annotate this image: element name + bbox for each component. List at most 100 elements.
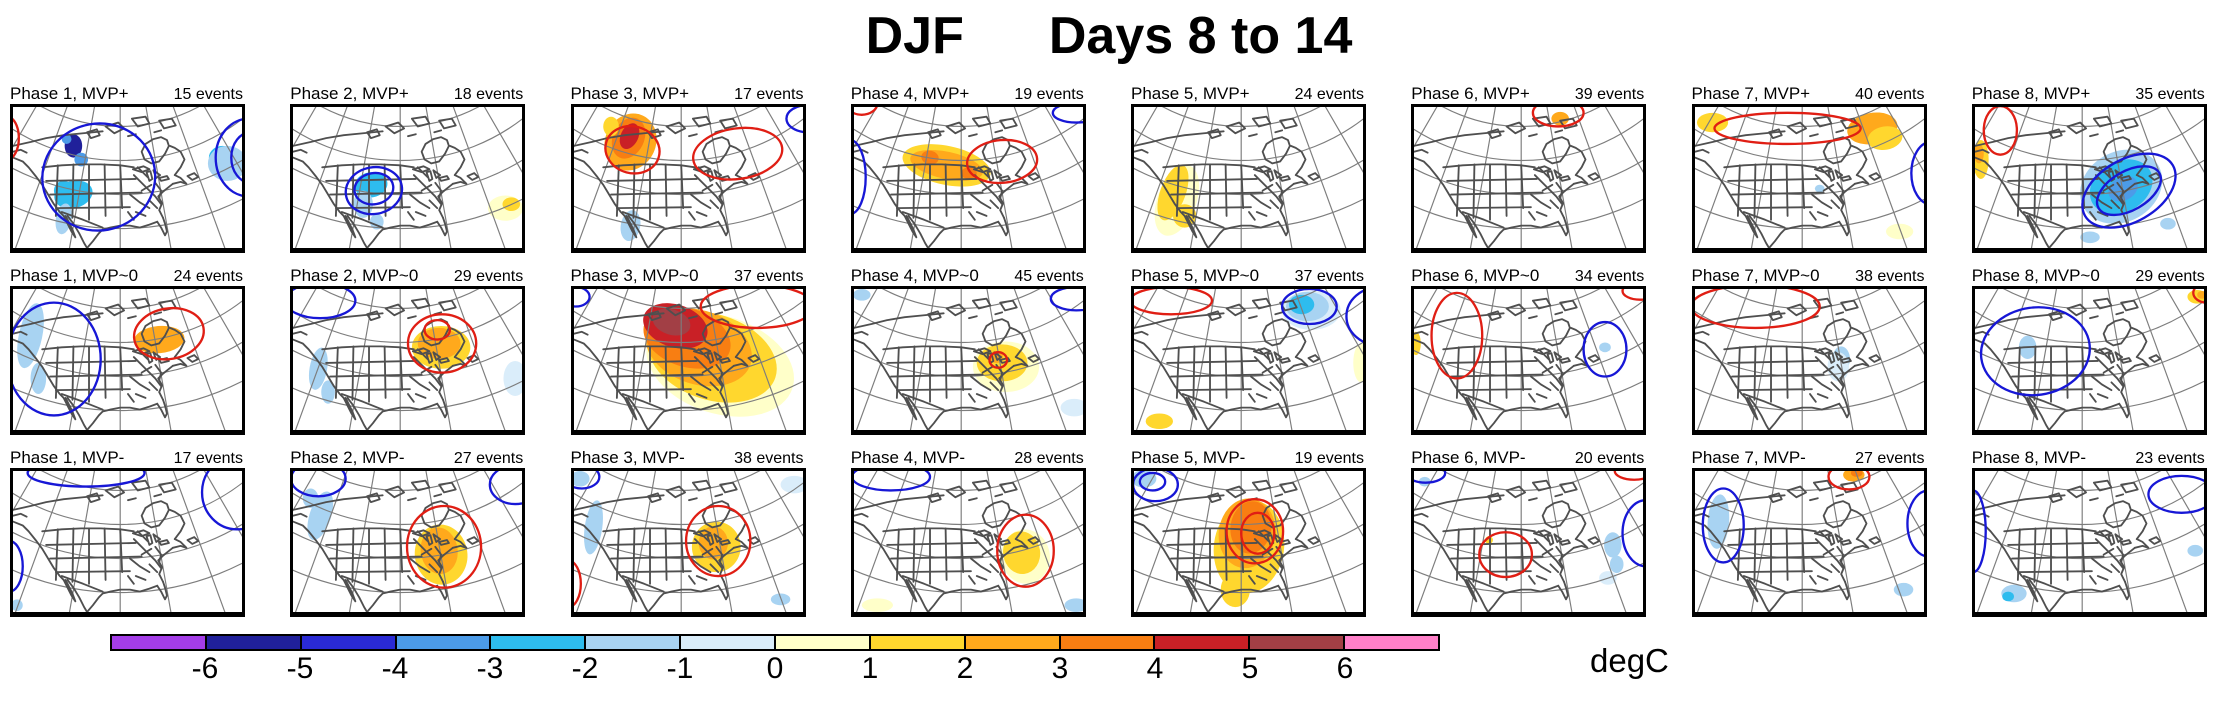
colorbar-tick-label: -5	[286, 652, 314, 685]
panel-title: Phase 8, MVP+	[1971, 84, 2091, 103]
map-frame	[1971, 286, 2207, 435]
positive-contour	[132, 306, 205, 361]
map-canvas	[573, 471, 803, 612]
anomaly-fill-lblue	[573, 471, 590, 487]
north-america-basemap	[13, 107, 242, 248]
map-frame	[850, 468, 1086, 617]
colorbar-ticks: -6 -5 -4 -3 -2 -1 0 1 2 3 4 5 6	[110, 651, 1440, 687]
colorbar-segment	[1345, 636, 1439, 649]
map-panel: Phase 5, MVP~0 37 events	[1131, 266, 1366, 435]
anomaly-fill-yellow	[1157, 164, 1189, 221]
map-panel: Phase 1, MVP+ 15 events	[10, 84, 245, 253]
negative-contour	[1138, 471, 1167, 492]
anomaly-fill-cyan	[2002, 591, 2014, 602]
panel-event-count: 17 events	[173, 450, 243, 467]
colorbar-tick-label: 1	[861, 652, 879, 685]
map-panel: Phase 5, MVP+ 24 events	[1131, 84, 1366, 253]
positive-contour	[684, 504, 752, 578]
positive-contour	[1826, 471, 1871, 491]
positive-contour	[603, 125, 661, 175]
panel-event-count: 38 events	[1855, 268, 1925, 285]
positive-contour	[691, 126, 783, 181]
negative-contour	[1621, 499, 1644, 568]
panel-event-count: 18 events	[453, 86, 524, 103]
map-canvas	[1974, 107, 2204, 248]
north-america-basemap	[1694, 471, 1924, 612]
anomaly-fill-pblue	[780, 475, 803, 494]
map-panel: Phase 8, MVP+ 35 events	[1971, 84, 2207, 253]
anomaly-fill-yellow	[1414, 331, 1422, 356]
negative-contour	[2095, 165, 2162, 217]
positive-contour	[699, 289, 803, 330]
colorbar-segment	[681, 636, 777, 649]
panel-title: Phase 2, MVP+	[290, 84, 409, 103]
panel-event-count: 19 events	[1294, 450, 1364, 467]
positive-contour	[1430, 291, 1484, 380]
colorbar-tick-label: 5	[1241, 652, 1259, 685]
map-canvas	[1694, 107, 1924, 248]
positive-contour	[988, 351, 1008, 369]
negative-contour	[1280, 289, 1338, 326]
map-panel: Phase 5, MVP- 19 events	[1131, 448, 1366, 617]
panel-label-row: Phase 8, MVP- 23 events	[1972, 448, 2207, 468]
map-panel: Phase 2, MVP~0 29 events	[290, 266, 526, 435]
colorbar-tick-label: -1	[666, 652, 694, 685]
map-panel: Phase 2, MVP+ 18 events	[290, 84, 526, 253]
map-panel: Phase 3, MVP~0 37 events	[570, 266, 806, 435]
panel-title: Phase 8, MVP~0	[1971, 266, 2100, 285]
map-frame	[1411, 104, 1647, 253]
anomaly-fill-lblue	[1893, 582, 1913, 597]
title-season: DJF	[865, 7, 964, 65]
panel-event-count: 35 events	[2135, 86, 2205, 103]
anomaly-fill-lblue	[17, 303, 44, 369]
map-frame	[570, 468, 806, 617]
panel-title: Phase 7, MVP-	[1691, 448, 1806, 467]
panel-title: Phase 7, MVP~0	[1691, 266, 1820, 285]
panel-title: Phase 4, MVP~0	[850, 266, 979, 285]
anomaly-fill-lblue	[30, 362, 47, 395]
map-canvas	[1974, 289, 2204, 430]
negative-contour	[353, 171, 395, 206]
negative-contour	[230, 133, 242, 182]
map-panel: Phase 1, MVP- 17 events	[10, 448, 245, 617]
panel-title: Phase 1, MVP~0	[10, 266, 139, 285]
panel-label-row: Phase 2, MVP- 27 events	[290, 448, 525, 468]
panel-title: Phase 7, MVP+	[1691, 84, 1811, 103]
panel-title: Phase 5, MVP~0	[1131, 266, 1260, 285]
panel-title: Phase 3, MVP-	[570, 448, 685, 467]
positive-contour	[573, 561, 582, 607]
map-panel: Phase 8, MVP~0 29 events	[1971, 266, 2207, 435]
negative-contour	[214, 118, 242, 197]
positive-contour	[1134, 289, 1214, 316]
panel-event-count: 24 events	[1294, 86, 1364, 103]
negative-contour	[1979, 306, 2091, 397]
colorbar-tick-label: 6	[1336, 652, 1354, 685]
negative-contour	[1701, 487, 1745, 564]
anomaly-fill-pyellow	[1885, 223, 1913, 240]
colorbar-segment	[870, 636, 966, 649]
map-canvas	[13, 107, 242, 248]
map-frame	[1971, 468, 2207, 617]
panel-label-row: Phase 4, MVP+ 19 events	[851, 84, 1086, 104]
anomaly-fill-yellow	[1867, 126, 1902, 151]
anomaly-fill-lblue	[1610, 555, 1624, 574]
map-frame	[850, 104, 1086, 253]
map-frame	[10, 104, 245, 253]
panel-title: Phase 6, MVP-	[1411, 448, 1526, 467]
panel-label-row: Phase 8, MVP~0 29 events	[1972, 266, 2207, 286]
north-america-basemap	[1694, 289, 1924, 430]
panel-label-row: Phase 6, MVP~0 34 events	[1411, 266, 1646, 286]
map-canvas	[853, 107, 1083, 248]
colorbar-tick-label: 3	[1051, 652, 1069, 685]
positive-contour	[1531, 107, 1585, 128]
anomaly-fill-pblue	[503, 360, 523, 396]
colorbar-tick-label: 4	[1146, 652, 1164, 685]
map-frame	[1131, 286, 1366, 435]
map-frame	[1411, 286, 1647, 435]
panel-title: Phase 6, MVP~0	[1411, 266, 1540, 285]
anomaly-fill-lblue	[2187, 544, 2203, 557]
title-period: Days 8 to 14	[1048, 7, 1353, 65]
panel-label-row: Phase 5, MVP~0 37 events	[1131, 266, 1366, 286]
panel-label-row: Phase 8, MVP+ 35 events	[1972, 84, 2207, 104]
